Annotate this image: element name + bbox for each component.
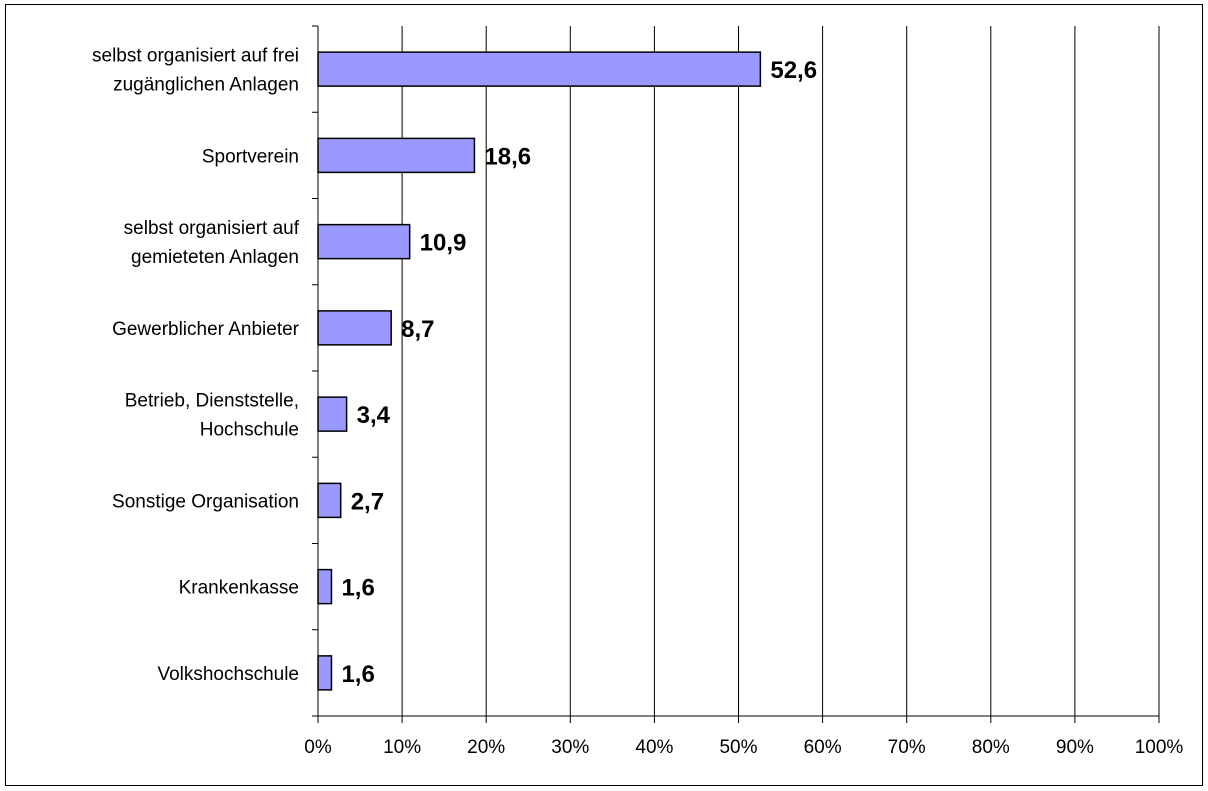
x-tick-label: 0% <box>304 737 332 758</box>
bar <box>317 51 762 87</box>
category-label: Krankenkasse <box>179 578 299 599</box>
category-labels: selbst organisiert auf frei zugänglichen … <box>92 46 300 685</box>
category-label: Sonstige Organisation <box>112 491 299 512</box>
x-tick-label: 10% <box>383 737 421 758</box>
bars <box>317 51 762 691</box>
bar <box>317 396 348 432</box>
x-tick-label: 20% <box>467 737 505 758</box>
category-label: selbst organisiert auf gemieteten Anlagen <box>124 218 300 268</box>
x-tick-label: 70% <box>888 737 926 758</box>
bar <box>317 655 333 691</box>
value-label: 1,6 <box>341 661 374 688</box>
value-labels: 52,6 18,6 10,9 8,7 3,4 2,7 1,6 1,6 <box>341 57 817 688</box>
x-tick-label: 60% <box>804 737 842 758</box>
x-tick-label: 50% <box>719 737 757 758</box>
gridlines <box>401 26 1160 716</box>
value-label: 3,4 <box>357 402 391 429</box>
x-tick-label: 80% <box>972 737 1010 758</box>
bar <box>317 137 476 174</box>
value-label: 18,6 <box>484 143 531 170</box>
category-label: Sportverein <box>202 146 299 167</box>
bar <box>317 568 333 605</box>
category-label: Volkshochschule <box>157 664 299 685</box>
category-label: Betrieb, Dienststelle, Hochschule <box>125 391 299 441</box>
value-label: 52,6 <box>770 57 817 84</box>
x-tick-label: 90% <box>1056 737 1094 758</box>
value-label: 1,6 <box>341 575 374 602</box>
chart-frame <box>5 4 1203 786</box>
value-label: 8,7 <box>401 316 434 343</box>
category-label: Gewerblicher Anbieter <box>112 319 300 340</box>
x-tick-label: 40% <box>635 737 673 758</box>
value-label: 2,7 <box>351 488 384 515</box>
x-tick-label: 30% <box>551 737 589 758</box>
bar <box>317 310 392 346</box>
category-label: selbst organisiert auf frei zugänglichen … <box>92 46 299 96</box>
value-label: 10,9 <box>420 230 467 257</box>
axes <box>312 25 1160 723</box>
x-tick-labels: 0% 10% 20% 30% 40% 50% 60% 70% 80% 90% 100% <box>304 737 1183 758</box>
x-tick-label: 100% <box>1135 737 1184 758</box>
bar <box>317 223 411 260</box>
bar <box>317 482 342 519</box>
